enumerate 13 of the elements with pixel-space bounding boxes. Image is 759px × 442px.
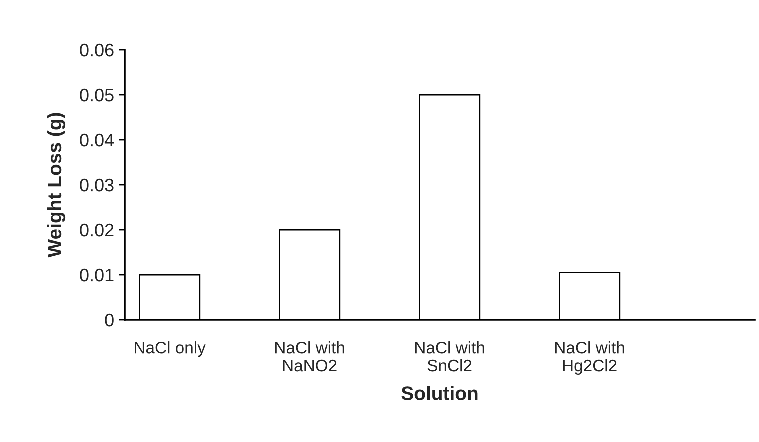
x-tick-label: NaCl with NaNO2 — [276, 342, 344, 372]
x-tick-label: NaCl with SnCl2 — [416, 342, 484, 372]
y-tick-label: 0.02 — [80, 224, 114, 237]
y-tick-label: 0.05 — [80, 88, 114, 102]
y-axis-title: Weight Loss (g) — [47, 113, 66, 258]
y-tick-label: 0.03 — [80, 178, 114, 192]
x-tick-label: NaCl with Hg2Cl2 — [556, 342, 624, 376]
y-tick-label: 0 — [105, 314, 114, 327]
y-tick-label: 0.04 — [80, 134, 114, 147]
x-axis-title: Solution — [402, 386, 478, 400]
x-tick-label: NaCl only — [135, 342, 206, 358]
y-tick-label: 0.06 — [80, 44, 114, 57]
y-tick-label: 0.01 — [80, 268, 114, 282]
